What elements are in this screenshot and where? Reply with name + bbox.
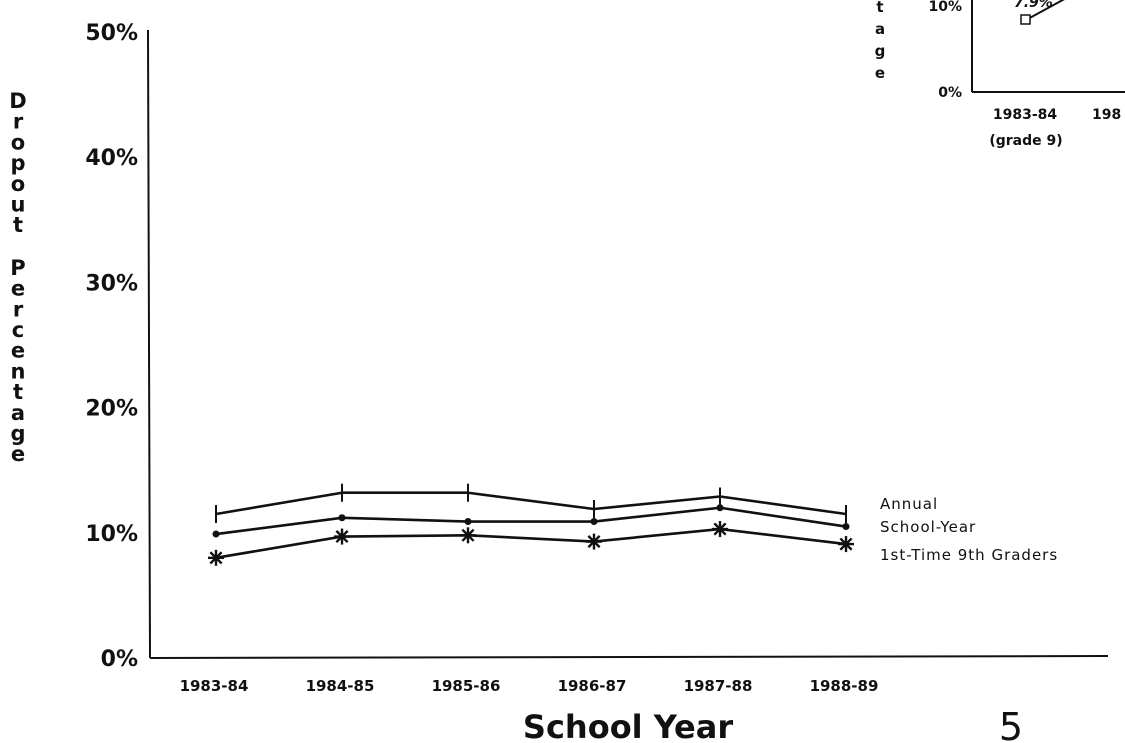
x-tick-labels: 1983-84 1984-85 1985-86 1986-87 1987-88 1988-… <box>180 677 879 695</box>
marker-dot <box>716 504 724 512</box>
page-number: 5 <box>999 705 1023 743</box>
asterisk-stroke <box>209 551 223 565</box>
asterisk-stroke <box>461 528 475 542</box>
y-axis-label-letter: e <box>11 442 25 466</box>
y-tick-label: 20% <box>85 397 138 422</box>
y-axis-label-letter: p <box>10 151 25 175</box>
inset-square-marker <box>1020 14 1031 25</box>
y-tick-labels: 0% 10% 20% 30% 40% 50% <box>85 21 138 672</box>
asterisk-stroke <box>713 522 727 536</box>
y-axis-label-letter: e <box>11 339 25 363</box>
marker-dot <box>842 523 850 531</box>
legend: Annual School-Year 1st-Time 9th Graders <box>880 495 1058 564</box>
x-axis-line <box>149 655 1109 659</box>
inset-y-axis-label-letter: a <box>875 20 885 38</box>
y-tick-label: 50% <box>85 21 138 46</box>
legend-entry: School-Year <box>880 518 976 536</box>
y-axis-label-letter: e <box>11 277 25 301</box>
inset-y-axis-label-letter: g <box>875 42 886 60</box>
y-tick-label: 10% <box>85 522 138 547</box>
x-tick-label: 1985-86 <box>432 677 501 695</box>
x-tick-label: 1987-88 <box>684 677 753 695</box>
y-axis-label-letter: D <box>9 89 26 113</box>
marker-dot <box>590 518 598 526</box>
y-axis-label-letter: r <box>13 110 24 134</box>
inset-x-tick-label: 198 <box>1092 107 1121 123</box>
marker-dot <box>338 514 346 522</box>
marker-asterisk <box>460 527 476 544</box>
marker-dot <box>464 518 472 526</box>
y-axis-label-letter: o <box>11 130 25 154</box>
y-axis-label-letter: t <box>13 213 23 237</box>
inset-y-axis-label-letter: t <box>876 0 883 16</box>
inset-y-tick-label: 0% <box>938 85 962 101</box>
inset-x-tick-label: 1983-84 <box>993 107 1058 123</box>
axes <box>147 29 1109 659</box>
marker-asterisk <box>586 533 602 550</box>
inset-annotation: 7.9% <box>1014 0 1053 11</box>
asterisk-stroke <box>839 537 853 551</box>
inset-y-axis-label-letter: e <box>875 64 885 82</box>
asterisk-stroke <box>587 535 601 549</box>
series-plus <box>215 483 847 524</box>
y-axis-line <box>147 29 151 659</box>
inset-line <box>1025 0 1065 21</box>
marker-asterisk <box>208 549 224 566</box>
inset-y-tick-label: 10% <box>928 0 962 15</box>
y-axis-label-letter: u <box>11 193 26 217</box>
y-tick-label: 40% <box>85 146 138 171</box>
series-dot <box>212 504 850 538</box>
marker-asterisk <box>334 528 350 545</box>
y-axis-label-letter: n <box>11 359 26 383</box>
y-axis-label-letter: o <box>11 172 25 196</box>
marker-dot <box>212 530 220 538</box>
asterisk-stroke <box>335 530 349 544</box>
series-asterisk <box>208 521 854 566</box>
marker-asterisk <box>838 536 854 553</box>
x-tick-label: 1984-85 <box>306 677 375 695</box>
y-axis-label-letter: a <box>11 401 25 425</box>
series-layer <box>208 483 854 566</box>
x-axis-label: School Year <box>523 708 733 743</box>
legend-entry: Annual <box>880 495 938 513</box>
x-tick-label: 1988-89 <box>810 677 879 695</box>
x-tick-label: 1986-87 <box>558 677 627 695</box>
y-axis-label-letter: g <box>10 422 25 446</box>
x-tick-label: 1983-84 <box>180 677 249 695</box>
y-axis-label-letter: t <box>13 380 23 404</box>
y-axis-label-letter: P <box>10 256 25 280</box>
y-axis-label-letter: r <box>13 297 24 321</box>
inset-x-sublabel: (grade 9) <box>989 133 1062 149</box>
legend-entry: 1st-Time 9th Graders <box>880 546 1058 564</box>
y-tick-label: 30% <box>85 271 138 296</box>
series-line <box>215 491 847 516</box>
y-tick-label: 0% <box>101 647 138 672</box>
y-axis-label-letter: c <box>12 318 24 342</box>
marker-asterisk <box>712 521 728 538</box>
series-line <box>215 527 847 560</box>
series-line <box>215 506 847 536</box>
